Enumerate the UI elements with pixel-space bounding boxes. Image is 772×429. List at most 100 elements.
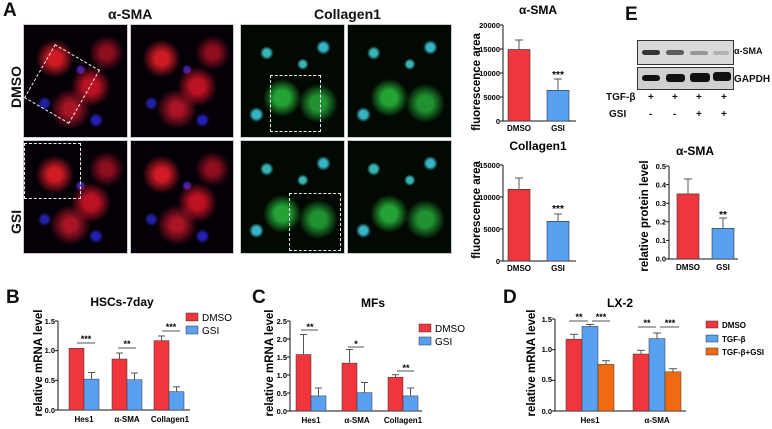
svg-text:***: *** — [596, 312, 607, 322]
svg-text:1.0: 1.0 — [45, 346, 55, 355]
svg-text:Collagen1: Collagen1 — [384, 416, 423, 425]
chart-c-mfs: MFs relative mRNA level 2.5 2.0 1.5 1.0 … — [264, 296, 465, 425]
micrograph-dmso-collagen1-zoom — [347, 24, 452, 138]
chart-title: Collagen1 — [509, 139, 567, 153]
svg-text:***: *** — [81, 334, 92, 344]
svg-text:0: 0 — [496, 117, 500, 126]
chart-a-alpha-sma: α-SMA fluorescence area 20000 15000 1000… — [471, 3, 576, 133]
svg-text:*: * — [354, 339, 358, 349]
svg-text:15000: 15000 — [479, 161, 500, 170]
svg-text:10000: 10000 — [479, 69, 500, 78]
blot-gapdh — [637, 67, 734, 90]
svg-text:**: ** — [575, 312, 583, 322]
chart-b-hscs: HSCs-7day relative mRNA level 1.5 1.0 0.… — [33, 295, 232, 424]
chart-title: α-SMA — [676, 144, 714, 158]
chart-e-protein: α-SMA relative protein level 0.5 0.4 0.3… — [639, 144, 738, 272]
legend-label-dmso: DMSO — [435, 324, 465, 335]
sign: + — [648, 92, 654, 103]
sign: + — [721, 92, 727, 103]
svg-text:Hes1: Hes1 — [301, 416, 321, 425]
svg-text:0.5: 0.5 — [277, 389, 287, 398]
svg-text:GSI: GSI — [716, 263, 730, 272]
row-label-tgf-beta: TGF-β — [606, 92, 636, 103]
svg-text:***: *** — [665, 318, 676, 328]
sign: - — [649, 109, 653, 120]
micrograph-dmso-collagen1 — [240, 24, 345, 138]
panel-letter-a: A — [3, 0, 17, 21]
sign: + — [696, 109, 702, 120]
legend-swatch-dmso — [185, 312, 199, 322]
svg-text:0.1: 0.1 — [656, 236, 666, 245]
svg-text:***: *** — [166, 322, 177, 332]
col-title-alpha-sma: α-SMA — [108, 6, 153, 22]
sign: - — [673, 109, 677, 120]
svg-text:20000: 20000 — [479, 21, 500, 30]
legend-label-gsi: GSI — [202, 326, 219, 337]
legend-swatch-gsi — [418, 336, 432, 346]
svg-text:**: ** — [719, 210, 727, 221]
micrograph-dmso-alpha-sma — [23, 24, 128, 138]
y-axis-label: fluorescence area — [471, 32, 483, 130]
svg-text:0.3: 0.3 — [656, 199, 666, 208]
svg-text:0.2: 0.2 — [656, 218, 666, 227]
svg-text:DMSO: DMSO — [676, 263, 700, 272]
svg-text:0.5: 0.5 — [656, 162, 666, 171]
legend-label-tgf-beta-gsi: TGF-β+GSI — [722, 348, 764, 357]
sign: + — [672, 92, 678, 103]
svg-text:0.0: 0.0 — [542, 407, 552, 416]
svg-text:**: ** — [402, 363, 410, 373]
legend-swatch-gsi — [185, 325, 199, 335]
svg-text:Hes1: Hes1 — [74, 415, 94, 424]
svg-text:***: *** — [552, 204, 564, 215]
svg-text:α-SMA: α-SMA — [114, 415, 140, 424]
svg-text:***: *** — [552, 70, 564, 81]
legend-swatch-dmso — [705, 320, 719, 329]
blot-label-alpha-sma: α-SMA — [734, 46, 763, 56]
blot-alpha-sma — [637, 40, 734, 65]
svg-text:0.0: 0.0 — [656, 255, 666, 264]
y-axis-label: relative mRNA level — [264, 310, 276, 417]
y-axis-label: fluorescence area — [471, 160, 483, 258]
svg-text:GSI: GSI — [551, 124, 565, 133]
svg-text:1.0: 1.0 — [542, 345, 552, 354]
svg-text:α-SMA: α-SMA — [344, 416, 370, 425]
svg-text:0.0: 0.0 — [277, 407, 287, 416]
micrograph-gsi-alpha-sma-zoom — [130, 140, 234, 254]
svg-text:Hes1: Hes1 — [580, 416, 600, 425]
svg-text:0: 0 — [496, 257, 500, 266]
svg-text:**: ** — [123, 339, 131, 349]
panel-letter-b: B — [6, 287, 20, 308]
svg-text:2.0: 2.0 — [277, 335, 287, 344]
svg-text:0.0: 0.0 — [45, 406, 55, 415]
col-title-collagen1: Collagen1 — [314, 6, 381, 22]
svg-text:5000: 5000 — [483, 93, 500, 102]
y-axis-label: relative mRNA level — [526, 310, 538, 417]
row-label-gsi-e: GSI — [609, 109, 627, 120]
panel-letter-c: C — [252, 287, 266, 308]
chart-title: HSCs-7day — [90, 295, 154, 309]
panel-letter-d: D — [503, 287, 517, 308]
sign: + — [721, 109, 727, 120]
y-axis-label: relative mRNA level — [33, 310, 45, 417]
svg-text:15000: 15000 — [479, 45, 500, 54]
svg-text:1.5: 1.5 — [45, 317, 55, 326]
legend-swatch-tgf-beta — [705, 334, 719, 343]
legend-label-dmso: DMSO — [202, 313, 232, 324]
svg-text:5000: 5000 — [483, 225, 500, 234]
legend-swatch-dmso — [418, 323, 432, 333]
svg-text:Collagen1: Collagen1 — [151, 415, 190, 424]
chart-a-collagen1: Collagen1 fluorescence area 15000 10000 … — [471, 139, 576, 273]
svg-text:GSI: GSI — [551, 264, 565, 273]
row-label-dmso: DMSO — [8, 66, 24, 108]
panel-letter-e: E — [625, 4, 638, 25]
svg-text:α-SMA: α-SMA — [644, 416, 670, 425]
svg-text:0.5: 0.5 — [45, 376, 55, 385]
blot-label-gapdh: GAPDH — [734, 74, 771, 85]
legend-label-dmso: DMSO — [722, 321, 746, 330]
svg-text:1.0: 1.0 — [277, 371, 287, 380]
micrograph-gsi-alpha-sma — [23, 140, 128, 254]
micrograph-gsi-collagen1-zoom — [347, 140, 452, 254]
svg-text:0.4: 0.4 — [656, 181, 667, 190]
svg-text:1.5: 1.5 — [542, 315, 552, 324]
chart-title: LX-2 — [607, 296, 633, 310]
